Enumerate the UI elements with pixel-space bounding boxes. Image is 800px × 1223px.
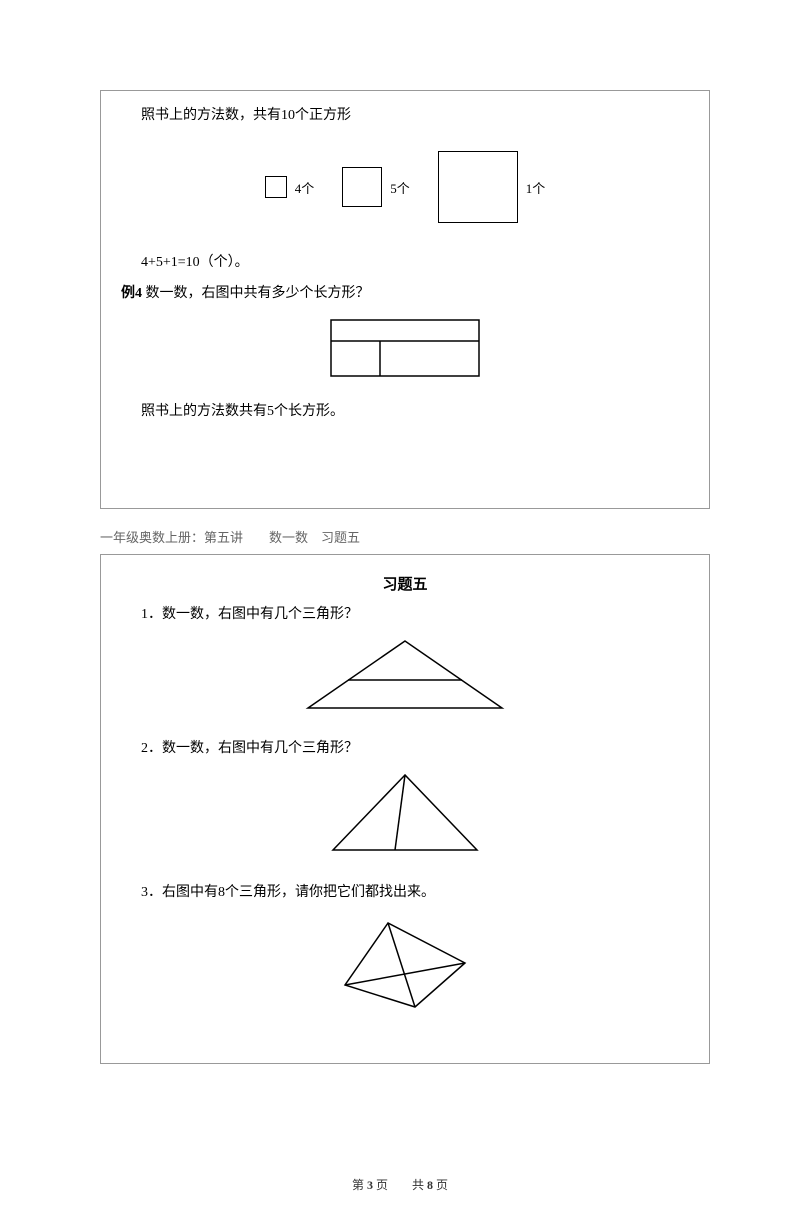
rectangle-svg (330, 319, 480, 377)
triangle-figure-2 (101, 770, 709, 858)
square-medium (342, 167, 382, 207)
square-small (265, 176, 287, 198)
label-small: 4个 (295, 178, 315, 197)
triangle-1-svg (300, 636, 510, 714)
label-medium: 5个 (390, 178, 410, 197)
example-4-text: 数一数，右图中共有多少个长方形？ (142, 286, 370, 301)
section-header: 一年级奥数上册：第五讲 数一数 习题五 (100, 527, 800, 546)
label-large: 1个 (526, 178, 546, 197)
exercise-title: 习题五 (101, 565, 709, 598)
triangle-2-svg (325, 770, 485, 858)
conclusion-text: 照书上的方法数共有5个长方形。 (101, 397, 709, 427)
quad-figure (101, 915, 709, 1015)
example-4-label: 例4 (121, 286, 142, 301)
exercise-box: 习题五 1．数一数，右图中有几个三角形？ 2．数一数，右图中有几个三角形？ 3．… (100, 554, 710, 1064)
triangle-figure-1 (101, 636, 709, 714)
example-box-1: 照书上的方法数，共有10个正方形 4个 5个 1个 4+5+1=10（个）。 例… (100, 90, 710, 509)
method-text: 照书上的方法数，共有10个正方形 (101, 101, 709, 131)
squares-row: 4个 5个 1个 (101, 151, 709, 223)
footer-pre: 第 (352, 1178, 367, 1192)
question-3: 3．右图中有8个三角形，请你把它们都找出来。 (101, 876, 709, 906)
page-footer: 第 3 页 共 8 页 (0, 1176, 800, 1193)
footer-suf: 页 (433, 1178, 448, 1192)
quad-svg (330, 915, 480, 1015)
square-large (438, 151, 518, 223)
question-2: 2．数一数，右图中有几个三角形？ (101, 732, 709, 762)
calculation: 4+5+1=10（个）。 (101, 248, 709, 278)
example-4-line: 例4 数一数，右图中共有多少个长方形？ (101, 279, 709, 309)
rectangle-figure (101, 319, 709, 377)
footer-mid: 页 共 (373, 1178, 427, 1192)
question-1: 1．数一数，右图中有几个三角形？ (101, 598, 709, 628)
